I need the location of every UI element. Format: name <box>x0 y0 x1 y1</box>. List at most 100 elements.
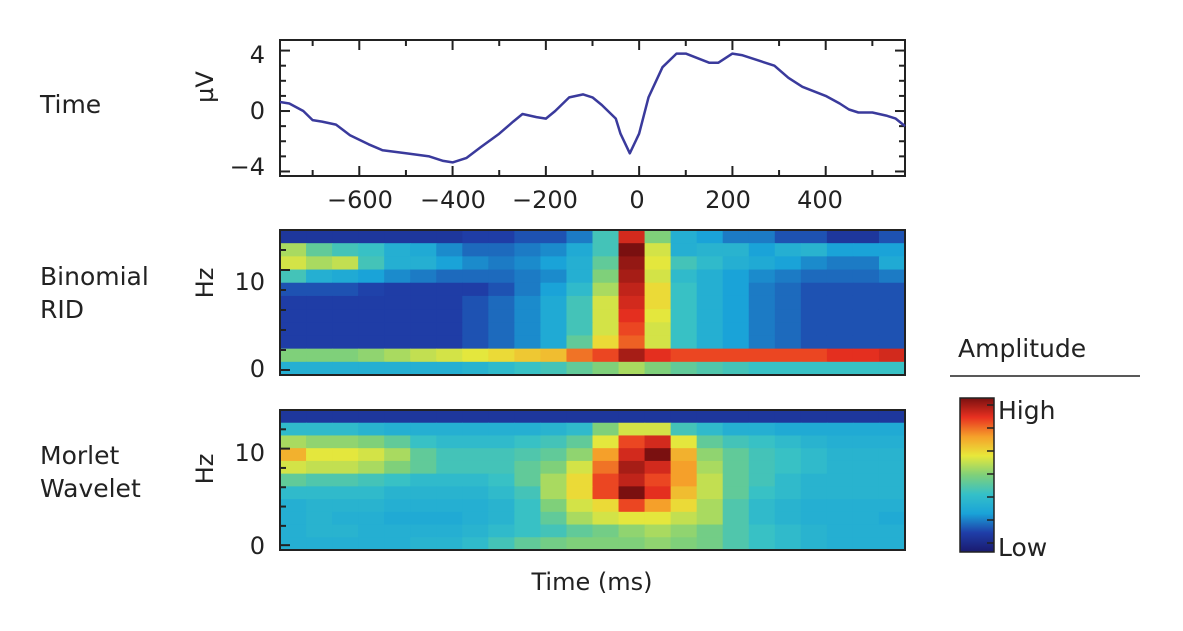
heatmap-cell <box>878 335 906 350</box>
heatmap-cell <box>540 460 568 475</box>
heatmap-cell <box>878 243 906 257</box>
heatmap-cell <box>618 486 646 500</box>
heatmap-cell <box>696 361 724 376</box>
heatmap-cell <box>592 269 620 284</box>
heatmap-cell <box>670 282 698 297</box>
heatmap-cell <box>280 537 307 551</box>
heatmap-cell <box>280 335 307 350</box>
heatmap-cell <box>358 511 385 526</box>
row-label-morlet: Morlet <box>40 441 119 470</box>
heatmap-cell <box>540 511 568 526</box>
heatmap-cell <box>306 460 333 475</box>
heatmap-cell <box>852 524 880 538</box>
heatmap-cell <box>852 473 880 487</box>
heatmap-cell <box>800 511 828 526</box>
heatmap-cell <box>410 282 437 297</box>
heatmap-cell <box>722 499 750 513</box>
line-chart: 4 0 −4 −600 −400 −200 0 200 400 <box>230 39 906 214</box>
heatmap-cell <box>774 460 802 475</box>
heatmap-cell <box>878 410 906 424</box>
heatmap-cell <box>332 335 359 350</box>
rid-y-tick-label-10: 10 <box>234 268 265 296</box>
heatmap-cell <box>332 422 359 437</box>
morlet-y-tick-label-10: 10 <box>234 439 265 467</box>
x-tick-label-neg200: −200 <box>512 186 578 214</box>
heatmap-cell <box>800 322 828 337</box>
heatmap-cell <box>514 295 542 310</box>
heatmap-cell <box>696 486 724 500</box>
heatmap-cell <box>488 335 515 350</box>
heatmap-cell <box>644 230 672 244</box>
heatmap-cell <box>696 322 724 337</box>
heatmap-cell <box>462 295 489 310</box>
heatmap-cell <box>852 410 880 424</box>
heatmap-cell <box>800 410 828 424</box>
heatmap-cell <box>592 361 620 376</box>
heatmap-cell <box>592 230 620 244</box>
heatmap-cell <box>800 282 828 297</box>
line-chart-frame <box>279 39 906 177</box>
heatmap-cell <box>358 499 385 513</box>
heatmap-cell <box>436 243 463 257</box>
heatmap-cell <box>514 473 542 487</box>
heatmap-cell <box>852 230 880 244</box>
heatmap-cell <box>332 230 359 244</box>
heatmap-cell <box>878 473 906 487</box>
heatmap-cell <box>306 486 333 500</box>
heatmap-cell <box>722 448 750 462</box>
row-label-time: Time <box>39 90 101 119</box>
heatmap-cell <box>462 322 489 337</box>
heatmap-cell <box>410 537 437 551</box>
heatmap-cell <box>826 256 854 271</box>
heatmap-cell <box>436 295 463 310</box>
heatmap-cell <box>514 486 542 500</box>
heatmap-cell <box>878 511 906 526</box>
heatmap-cell <box>306 335 333 350</box>
heatmap-cell <box>696 243 724 257</box>
heatmap-cell <box>462 511 489 526</box>
y-axis-title-hz-morlet: Hz <box>191 454 219 485</box>
heatmap-cell <box>436 460 463 475</box>
heatmap-cell <box>800 435 828 449</box>
heatmap-cell <box>670 230 698 244</box>
heatmap-cell <box>410 524 437 538</box>
heatmap-cell <box>878 524 906 538</box>
heatmap-cell <box>514 348 542 363</box>
heatmap-cell <box>488 230 515 244</box>
heatmap-cell <box>618 435 646 449</box>
heatmap-cell <box>852 361 880 376</box>
heatmap-cell <box>878 460 906 475</box>
heatmap-cell <box>774 322 802 337</box>
heatmap-cell <box>488 309 515 323</box>
heatmap-cell <box>280 410 307 424</box>
heatmap-cell <box>410 309 437 323</box>
heatmap-cell <box>696 537 724 551</box>
heatmap-cell <box>592 410 620 424</box>
heatmap-cell <box>774 282 802 297</box>
heatmap-cell <box>514 309 542 323</box>
heatmap-cell <box>566 335 594 350</box>
heatmap-cell <box>670 309 698 323</box>
heatmap-cell <box>826 335 854 350</box>
heatmap-cell <box>670 460 698 475</box>
heatmap-cell <box>774 269 802 284</box>
heatmap-cell <box>540 243 568 257</box>
heatmap-cell <box>514 448 542 462</box>
heatmap-cell <box>436 322 463 337</box>
colorbar-low-label: Low <box>998 533 1047 562</box>
heatmap-cell <box>878 269 906 284</box>
heatmap-cell <box>618 361 646 376</box>
heatmap-cell <box>670 448 698 462</box>
heatmap-cell <box>826 448 854 462</box>
heatmap-cell <box>800 448 828 462</box>
heatmap-cell <box>592 435 620 449</box>
heatmap-cell <box>826 410 854 424</box>
heatmap-cell <box>670 348 698 363</box>
heatmap-cell <box>384 322 411 337</box>
heatmap-cell <box>280 309 307 323</box>
heatmap-cell <box>774 295 802 310</box>
heatmap-cell <box>462 499 489 513</box>
heatmap-cell <box>280 473 307 487</box>
heatmap-cell <box>696 422 724 437</box>
heatmap-cell <box>436 230 463 244</box>
